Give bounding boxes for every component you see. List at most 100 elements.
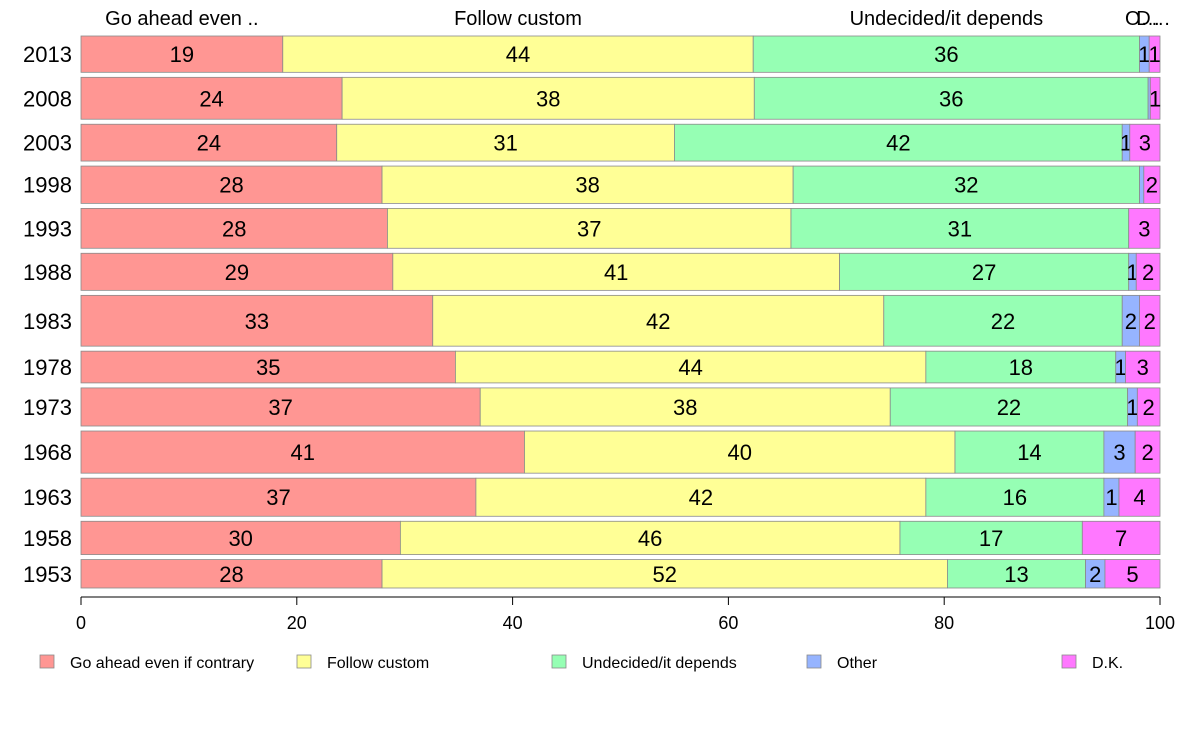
data-label-1993-s1: 37 [577,216,601,241]
year-label-2008: 2008 [23,86,72,111]
data-label-1963-s4: 4 [1133,485,1145,510]
year-label-1988: 1988 [23,260,72,285]
data-label-1973-s3: 1 [1126,395,1138,420]
legend-swatch-3 [806,654,822,669]
data-label-1993-s4: 3 [1138,216,1150,241]
bar-segment-1953-s4 [1104,559,1161,589]
legend-swatch-1 [296,654,312,669]
bar-segment-2008-s0 [80,76,343,120]
data-label-1968-s1: 40 [727,440,751,465]
year-label-2003: 2003 [23,131,72,156]
bar-segment-1973-s1 [479,387,891,427]
data-label-2013-s1: 44 [506,42,530,67]
series-top-label-3: O… [1125,8,1161,30]
legend-swatch-0 [39,654,55,669]
bar-segment-1963-s4 [1118,477,1161,517]
data-label-1968-s2: 14 [1017,440,1041,465]
bar-segment-1963-s2 [925,477,1105,517]
bar-segment-1983-s1 [432,294,885,347]
data-label-1983-s0: 33 [245,309,269,334]
data-label-1953-s4: 5 [1126,562,1138,587]
data-label-1963-s0: 37 [266,485,290,510]
x-tick-label-60: 60 [718,613,738,633]
bar-segment-1998-s4 [1143,165,1161,204]
legend-label-0: Go ahead even if contrary [70,655,254,672]
data-label-1973-s1: 38 [673,395,697,420]
data-label-2003-s4: 3 [1139,131,1151,156]
bar-segment-1953-s1 [381,559,948,589]
data-label-1953-s3: 2 [1089,562,1101,587]
data-label-1978-s1: 44 [678,355,702,380]
bar-segment-1988-s2 [839,252,1130,291]
bar-segment-2008-s4 [1149,76,1161,120]
x-tick-label-20: 20 [287,613,307,633]
data-label-1953-s1: 52 [652,562,676,587]
legend-label-1: Follow custom [327,655,429,672]
data-label-1978-s3: 1 [1114,355,1126,380]
data-label-1988-s1: 41 [604,260,628,285]
data-label-1998-s1: 38 [575,173,599,198]
data-label-2008-s4: 1 [1149,86,1161,111]
year-label-1998: 1998 [23,173,72,198]
data-label-2008-s2: 36 [939,86,963,111]
bar-segment-1993-s4 [1128,208,1161,249]
bar-segment-1958-s0 [80,520,401,555]
year-label-1968: 1968 [23,440,72,465]
bar-segment-1958-s2 [899,520,1083,555]
data-label-1958-s0: 30 [228,526,252,551]
data-label-2008-s1: 38 [536,86,560,111]
bar-segment-2013-s4 [1148,35,1161,73]
data-label-1983-s1: 42 [646,309,670,334]
legend-swatch-4 [1061,654,1077,669]
bar-segment-1973-s2 [889,387,1129,427]
series-top-labels: Go ahead even .. Follow custom Undecided/i… [105,8,1171,30]
data-label-1978-s2: 18 [1009,355,1033,380]
x-tick-label-40: 40 [503,613,523,633]
series-top-label-4: D… [1136,8,1170,30]
bar-segment-2003-s4 [1129,123,1161,162]
data-label-1963-s1: 42 [689,485,713,510]
series-top-label-0: Go ahead even .. [105,8,258,30]
bar-segment-1953-s0 [80,559,383,589]
bar-segment-2003-s1 [336,123,675,162]
data-label-2013-s4: 1 [1148,42,1160,67]
data-label-1958-s2: 17 [979,526,1003,551]
legend: Go ahead even if contrary Follow custom Un… [39,654,1123,672]
data-label-2013-s0: 19 [170,42,194,67]
data-label-1968-s4: 2 [1141,440,1153,465]
data-label-2013-s3: 1 [1138,42,1150,67]
bar-segment-1998-s3 [1139,165,1145,204]
bar-segment-1973-s0 [80,387,481,427]
bar-segment-1968-s4 [1134,430,1161,474]
data-label-1983-s2: 22 [991,309,1015,334]
bar-segment-1983-s2 [883,294,1123,347]
year-label-1978: 1978 [23,355,72,380]
data-label-1973-s4: 2 [1143,395,1155,420]
data-label-2003-s1: 31 [493,131,517,156]
x-tick-label-80: 80 [934,613,954,633]
data-label-1978-s0: 35 [256,355,280,380]
bar-segment-1968-s1 [524,430,956,474]
bar-segment-1988-s4 [1135,252,1161,291]
legend-swatch-2 [551,654,567,669]
data-label-1963-s2: 16 [1003,485,1027,510]
bar-segment-2003-s0 [80,123,338,162]
bar-segment-1998-s1 [381,165,794,204]
bar-segment-2003-s2 [674,123,1123,162]
data-label-1963-s3: 1 [1105,485,1117,510]
data-label-1978-s4: 3 [1137,355,1149,380]
bar-segment-2013-s1 [282,35,754,73]
data-label-1973-s2: 22 [997,395,1021,420]
bar-segment-1993-s1 [387,208,792,249]
bar-segment-1978-s2 [925,350,1117,384]
bar-segment-1983-s4 [1139,294,1161,347]
data-label-1983-s3: 2 [1125,309,1137,334]
bar-segment-1963-s0 [80,477,477,517]
bar-segment-1993-s0 [80,208,388,249]
data-label-2008-s0: 24 [199,86,223,111]
bar-segment-2008-s1 [341,76,755,120]
data-label-2013-s2: 36 [934,42,958,67]
year-label-1963: 1963 [23,485,72,510]
